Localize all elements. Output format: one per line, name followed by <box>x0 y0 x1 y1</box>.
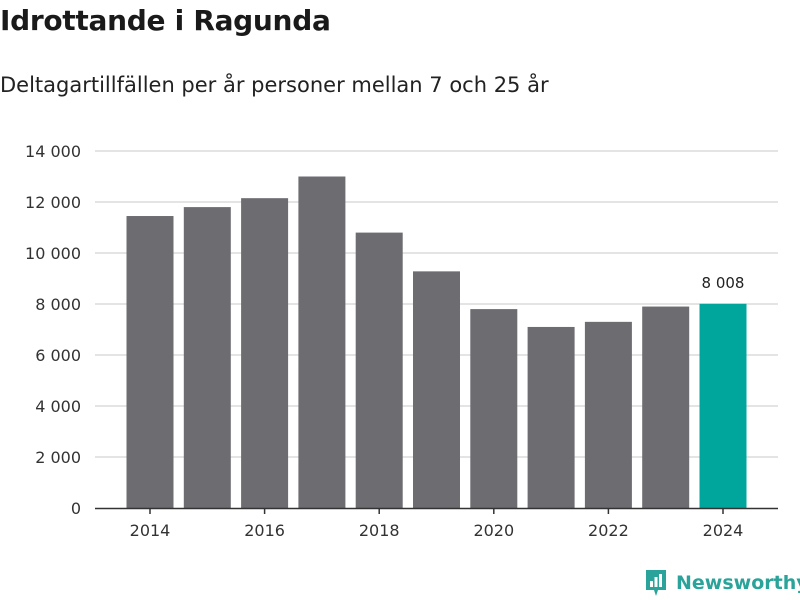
y-tick-label: 12 000 <box>25 193 81 212</box>
y-tick-label: 0 <box>71 499 81 518</box>
bar <box>470 309 518 508</box>
y-tick-label: 4 000 <box>35 397 81 416</box>
bar-chart: 0 2 000 4 000 6 000 8 000 10 000 12 000 14 000 2… <box>25 142 778 540</box>
y-tick-label: 2 000 <box>35 448 81 467</box>
bar <box>355 232 403 508</box>
x-tick-label: 2016 <box>244 521 285 540</box>
bar <box>699 303 747 508</box>
newsworthy-logo-icon <box>646 570 666 596</box>
bar <box>241 198 289 509</box>
y-tick-label: 6 000 <box>35 346 81 365</box>
bar <box>298 176 346 508</box>
x-tick-label: 2024 <box>703 521 744 540</box>
brand-logo: Newsworthy <box>644 568 800 598</box>
bar <box>642 306 690 508</box>
bar <box>413 271 460 508</box>
bar <box>584 321 632 508</box>
chart-title: Idrottande i Ragunda <box>0 4 331 37</box>
x-tick-label: 2014 <box>130 521 171 540</box>
y-tick-label: 8 000 <box>35 295 81 314</box>
x-tick-label: 2020 <box>473 521 514 540</box>
y-tick-label: 14 000 <box>25 142 81 161</box>
x-tick-label: 2022 <box>588 521 629 540</box>
bar <box>126 216 174 508</box>
bar <box>183 207 231 508</box>
data-label: 8 008 <box>702 274 745 292</box>
brand-name: Newsworthy <box>676 572 800 594</box>
chart-subtitle: Deltagartillfällen per år personer mella… <box>0 73 549 97</box>
bar <box>527 326 575 508</box>
x-tick-label: 2018 <box>359 521 400 540</box>
y-tick-label: 10 000 <box>25 244 81 263</box>
